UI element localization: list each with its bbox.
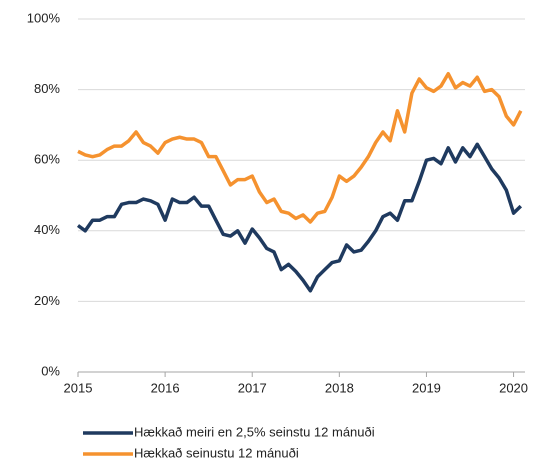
y-tick-label: 20% [34, 293, 60, 308]
legend-label: Hækkað seinustu 12 mánuði [134, 445, 299, 460]
series-line [76, 142, 523, 293]
x-tick-label: 2015 [64, 380, 93, 395]
x-tick-label: 2017 [238, 380, 267, 395]
y-tick-label: 40% [34, 222, 60, 237]
x-tick-label: 2018 [325, 380, 354, 395]
y-tick-label: 0% [41, 363, 60, 378]
y-tick-label: 80% [34, 81, 60, 96]
x-tick-label: 2016 [151, 380, 180, 395]
x-tick-label: 2020 [499, 380, 528, 395]
y-tick-label: 100% [27, 10, 61, 25]
legend-label: Hækkað meiri en 2,5% seinstu 12 mánuði [134, 424, 375, 439]
y-tick-label: 60% [34, 152, 60, 167]
series-line [77, 71, 523, 224]
x-tick-label: 2019 [412, 380, 441, 395]
